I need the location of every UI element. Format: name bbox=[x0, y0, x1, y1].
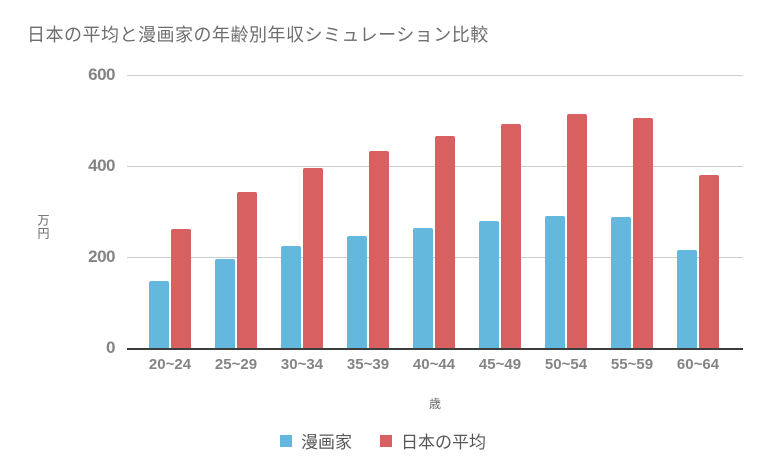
x-tick-label-35~39: 35~39 bbox=[346, 356, 390, 373]
y-tick-label-600: 600 bbox=[88, 65, 115, 84]
bar-japan_avg-35~39 bbox=[369, 151, 389, 348]
bar-manga-40~44 bbox=[413, 228, 433, 348]
x-tick-label-60~64: 60~64 bbox=[676, 356, 720, 373]
bar-manga-30~34 bbox=[281, 246, 301, 348]
gridline-600 bbox=[127, 75, 743, 76]
bar-japan_avg-50~54 bbox=[567, 114, 587, 348]
legend-label-japan-avg: 日本の平均 bbox=[401, 433, 486, 452]
x-tick-label-55~59: 55~59 bbox=[610, 356, 654, 373]
x-tick-label-25~29: 25~29 bbox=[214, 356, 258, 373]
bar-japan_avg-45~49 bbox=[501, 124, 521, 348]
manga-series-swatch bbox=[280, 434, 292, 447]
x-tick-label-30~34: 30~34 bbox=[280, 356, 324, 373]
bar-manga-20~24 bbox=[149, 281, 169, 348]
bar-manga-60~64 bbox=[677, 250, 697, 348]
bar-japan_avg-20~24 bbox=[171, 229, 191, 348]
bar-manga-45~49 bbox=[479, 221, 499, 348]
chart-title: 日本の平均と漫画家の年齢別年収シミュレーション比較 bbox=[27, 25, 489, 45]
bar-manga-55~59 bbox=[611, 217, 631, 348]
bar-japan_avg-30~34 bbox=[303, 168, 323, 348]
y-axis-unit-label: 万円 bbox=[36, 214, 50, 240]
legend-item-japan-avg: 日本の平均 bbox=[380, 428, 486, 453]
legend: 漫画家 日本の平均 bbox=[0, 428, 766, 453]
y-tick-label-0: 0 bbox=[106, 338, 115, 357]
bar-japan_avg-40~44 bbox=[435, 136, 455, 348]
bar-manga-50~54 bbox=[545, 216, 565, 348]
x-tick-label-50~54: 50~54 bbox=[544, 356, 588, 373]
bar-manga-35~39 bbox=[347, 236, 367, 348]
x-tick-label-40~44: 40~44 bbox=[412, 356, 456, 373]
x-axis-title: 歳 bbox=[428, 397, 441, 411]
y-tick-label-400: 400 bbox=[88, 156, 115, 175]
bar-manga-25~29 bbox=[215, 259, 235, 348]
y-tick-label-200: 200 bbox=[88, 247, 115, 266]
x-tick-label-20~24: 20~24 bbox=[148, 356, 192, 373]
bar-japan_avg-60~64 bbox=[699, 175, 719, 348]
bar-japan_avg-25~29 bbox=[237, 192, 257, 348]
x-tick-label-45~49: 45~49 bbox=[478, 356, 522, 373]
plot-area bbox=[127, 75, 743, 350]
legend-item-manga: 漫画家 bbox=[280, 428, 352, 453]
japan-avg-series-swatch bbox=[380, 434, 392, 447]
legend-label-manga: 漫画家 bbox=[301, 433, 352, 452]
bar-japan_avg-55~59 bbox=[633, 118, 653, 348]
